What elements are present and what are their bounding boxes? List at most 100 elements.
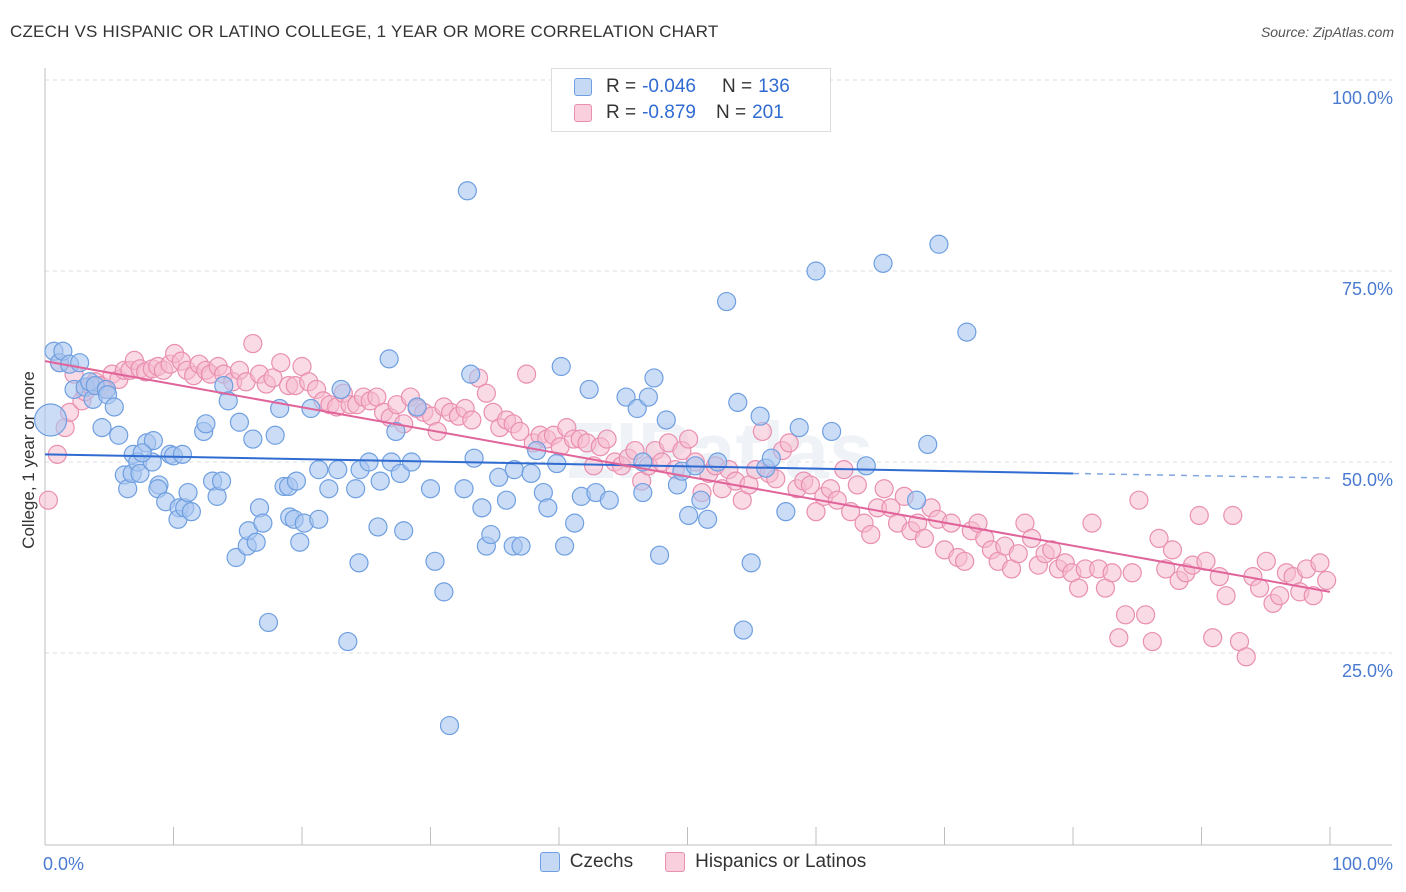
czech-trend-line: [44, 453, 1074, 475]
czech-point: [728, 392, 748, 413]
hispanic-point: [597, 429, 617, 449]
hispanic-point: [1122, 563, 1142, 583]
legend-r-value: -0.046: [642, 76, 696, 97]
czech-point: [633, 482, 653, 503]
czech-point: [481, 524, 501, 545]
czech-points: [33, 181, 977, 736]
x-tick-label: 0.0%: [43, 854, 84, 874]
hispanic-point: [1136, 605, 1156, 625]
legend-n-label: N =: [715, 102, 747, 123]
hispanic-point: [1216, 586, 1236, 606]
hispanic-point: [861, 524, 881, 545]
czech-point: [338, 631, 358, 652]
czech-point: [33, 403, 68, 437]
czech-point: [309, 460, 329, 480]
czech-point: [143, 431, 163, 451]
hispanic-point: [462, 410, 482, 430]
czech-point: [554, 536, 575, 556]
czech-point: [733, 620, 753, 640]
czech-point: [957, 322, 977, 342]
czech-point: [457, 181, 477, 201]
czech-point: [599, 490, 619, 510]
czech-point: [346, 479, 366, 499]
czech-point: [286, 471, 307, 491]
hispanic-point: [243, 333, 263, 354]
hispanic-point: [1129, 490, 1149, 510]
czech-point: [172, 444, 193, 464]
czech-point: [806, 261, 826, 281]
czech-point: [496, 490, 517, 510]
hispanic-point: [1303, 586, 1323, 606]
czech-point: [708, 452, 728, 472]
czech-point: [386, 421, 406, 442]
hispanic-point: [847, 475, 867, 495]
czech-point: [918, 434, 938, 455]
hispanic-point: [1109, 628, 1129, 648]
y-tick-labels: 100.0% 75.0% 50.0% 25.0%: [1332, 88, 1393, 681]
legend-item-hispanics[interactable]: Hispanics or Latinos: [665, 851, 866, 873]
czech-point: [717, 291, 737, 312]
czechs-label: Czechs: [569, 851, 634, 872]
czech-point: [822, 421, 842, 442]
czech-point: [181, 502, 201, 522]
hispanic-point: [1162, 540, 1183, 560]
hispanic-point: [779, 433, 799, 453]
legend-item-czechs[interactable]: Czechs: [539, 851, 634, 873]
legend-r-value: -0.879: [642, 102, 696, 123]
hispanic-point: [800, 475, 821, 495]
czech-point: [856, 456, 876, 476]
czech-point: [656, 410, 676, 430]
y-axis-label: College, 1 year or more: [19, 371, 38, 549]
hispanic-point: [476, 383, 496, 403]
legend-r-label: R =: [606, 102, 637, 123]
x-tick-label: 100.0%: [1332, 854, 1393, 874]
y-tick-label: 100.0%: [1332, 88, 1393, 108]
czech-trend-extension: [1072, 472, 1331, 479]
czech-point: [565, 513, 585, 533]
hispanics-label: Hispanics or Latinos: [695, 851, 867, 872]
czech-point: [258, 612, 279, 633]
hispanic-point: [1082, 513, 1102, 533]
czech-point: [434, 582, 454, 602]
czech-point: [390, 463, 410, 484]
legend-n-value: 136: [758, 76, 790, 97]
hispanic-point: [1236, 647, 1256, 667]
hispanic-point: [806, 502, 826, 522]
czech-point: [92, 418, 112, 438]
legend-r-label: R =: [606, 76, 637, 97]
hispanics-swatch: [665, 852, 686, 872]
hispanic-point: [1115, 605, 1136, 625]
czech-point: [698, 509, 718, 529]
czech-point: [638, 387, 658, 407]
czech-point: [394, 521, 414, 541]
czech-point: [489, 467, 509, 487]
czech-point: [253, 513, 273, 533]
hispanic-point: [1142, 631, 1162, 652]
czech-point: [906, 490, 927, 510]
hispanic-point: [1203, 628, 1223, 648]
hispanic-point: [1149, 528, 1169, 549]
czech-point: [439, 715, 460, 736]
hispanic-point: [263, 368, 283, 388]
source-label: Source: ZipAtlas.com: [1260, 24, 1394, 40]
axes: [44, 68, 1392, 846]
hispanic-point: [1008, 544, 1028, 564]
czech-point: [929, 234, 949, 254]
czech-point: [579, 379, 599, 400]
czech-point: [776, 502, 796, 522]
hispanic-point: [1250, 578, 1270, 598]
hispanic-point: [38, 490, 58, 510]
czech-point: [319, 479, 339, 499]
czech-point: [130, 463, 150, 484]
czech-point: [691, 490, 711, 510]
czech-point: [328, 460, 348, 480]
czech-point: [420, 479, 441, 499]
czech-point: [370, 471, 390, 491]
czech-point: [229, 412, 250, 432]
czech-point: [196, 414, 216, 434]
y-tick-label: 50.0%: [1342, 470, 1393, 490]
czech-point: [290, 532, 310, 552]
czech-point: [331, 379, 351, 400]
hispanic-point: [1256, 551, 1276, 571]
hispanic-point: [955, 551, 975, 571]
